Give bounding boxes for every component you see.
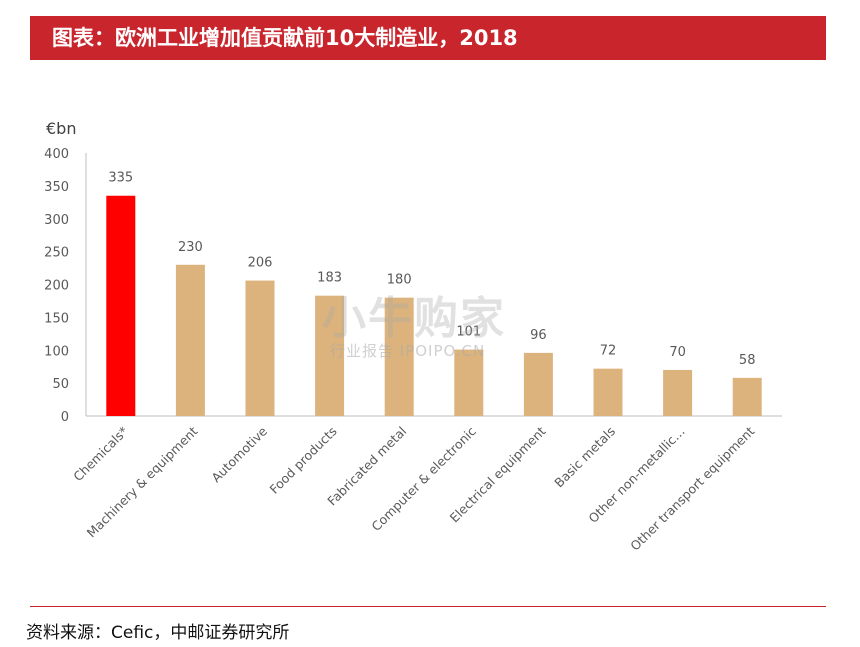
- y-axis-label: €bn: [46, 119, 76, 138]
- x-tick-label: Food products: [267, 424, 340, 497]
- bar: [454, 349, 484, 416]
- data-label: 180: [387, 273, 412, 288]
- y-tick-label: 0: [61, 410, 69, 425]
- bar-chart: €bn 0 50 100 150 200 250 300 350 400 335 Chemicals*…: [44, 119, 782, 554]
- y-tick-label: 150: [44, 311, 69, 326]
- title-banner: 图表：欧洲工业增加值贡献前10大制造业，2018: [30, 16, 826, 60]
- bar: [523, 352, 553, 416]
- bar: [593, 368, 623, 416]
- bar: [315, 295, 345, 416]
- x-tick-label: Automotive: [208, 423, 270, 485]
- data-label: 206: [248, 256, 273, 271]
- x-tick-label: Chemicals*: [70, 424, 131, 485]
- x-tick-label: Basic metals: [551, 424, 618, 491]
- data-label: 335: [108, 171, 133, 186]
- data-label: 96: [530, 328, 547, 343]
- x-tick-label: Machinery & equipment: [84, 423, 201, 540]
- y-tick-label: 50: [52, 377, 69, 392]
- y-tick-label: 400: [44, 147, 69, 162]
- bar: [245, 280, 275, 416]
- y-tick-label: 200: [44, 279, 69, 294]
- y-tick-label: 350: [44, 180, 69, 195]
- y-tick-label: 300: [44, 213, 69, 228]
- y-tick-label: 250: [44, 246, 69, 261]
- data-label: 72: [600, 344, 617, 359]
- source-note: 资料来源：Cefic，中邮证券研究所: [26, 623, 290, 643]
- bar: [384, 297, 414, 416]
- data-label: 230: [178, 240, 203, 255]
- data-label: 183: [317, 271, 342, 286]
- data-label: 58: [739, 353, 756, 368]
- y-tick-label: 100: [44, 344, 69, 359]
- data-label: 70: [669, 345, 686, 360]
- chart-container: €bn 0 50 100 150 200 250 300 350 400 335 Chemicals*…: [0, 100, 860, 590]
- bar: [175, 264, 205, 416]
- x-tick-label: Other transport equipment: [627, 423, 757, 553]
- data-label: 101: [456, 325, 481, 340]
- page-title: 图表：欧洲工业增加值贡献前10大制造业，2018: [52, 26, 518, 50]
- bar: [732, 377, 762, 416]
- bar: [663, 369, 693, 416]
- source-divider: [30, 606, 826, 607]
- bar: [106, 195, 136, 416]
